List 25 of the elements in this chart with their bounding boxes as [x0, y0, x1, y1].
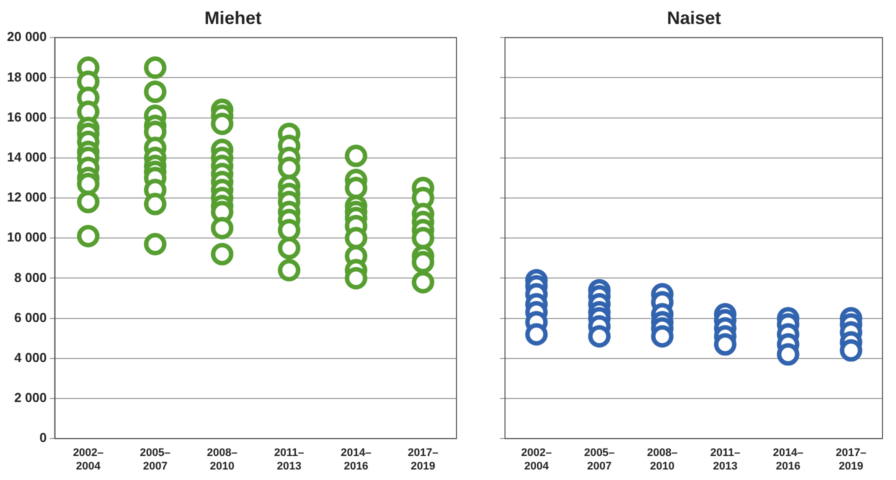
y-tick-label: 0 — [40, 430, 47, 446]
x-tick-label: 2005–2007 — [140, 447, 170, 472]
y-tick-label: 14 000 — [6, 149, 47, 164]
chart-title: Miehet — [204, 8, 262, 28]
y-tick-label: 8 000 — [14, 270, 47, 285]
x-tick-label: 2002–2004 — [72, 447, 104, 472]
x-tick-label: 2017–2019 — [408, 447, 438, 472]
x-tick-label: 2014–2016 — [340, 447, 372, 472]
chart-title: Naiset — [666, 8, 722, 28]
y-tick-label: 16 000 — [6, 109, 47, 124]
y-tick-label: 2 000 — [14, 390, 47, 406]
x-tick-label: 2011–2013 — [710, 447, 740, 472]
y-tick-label: 12 000 — [6, 190, 47, 205]
x-tick-label: 2008–2010 — [206, 447, 238, 472]
y-tick-label: 18 000 — [6, 69, 47, 84]
x-tick-label: 2002–2004 — [521, 447, 552, 472]
x-tick-label: 2005–2007 — [584, 447, 615, 472]
x-tick-label: 2017–2019 — [836, 447, 866, 472]
y-tick-label: 4 000 — [14, 350, 47, 365]
x-tick-label: 2011–2013 — [274, 447, 304, 472]
y-tick-label: 20 000 — [6, 29, 47, 44]
x-tick-label: 2008–2010 — [646, 447, 678, 472]
x-tick-label: 2014–2016 — [772, 447, 804, 472]
y-tick-label: 6 000 — [14, 310, 47, 325]
y-tick-label: 10 000 — [6, 230, 47, 245]
